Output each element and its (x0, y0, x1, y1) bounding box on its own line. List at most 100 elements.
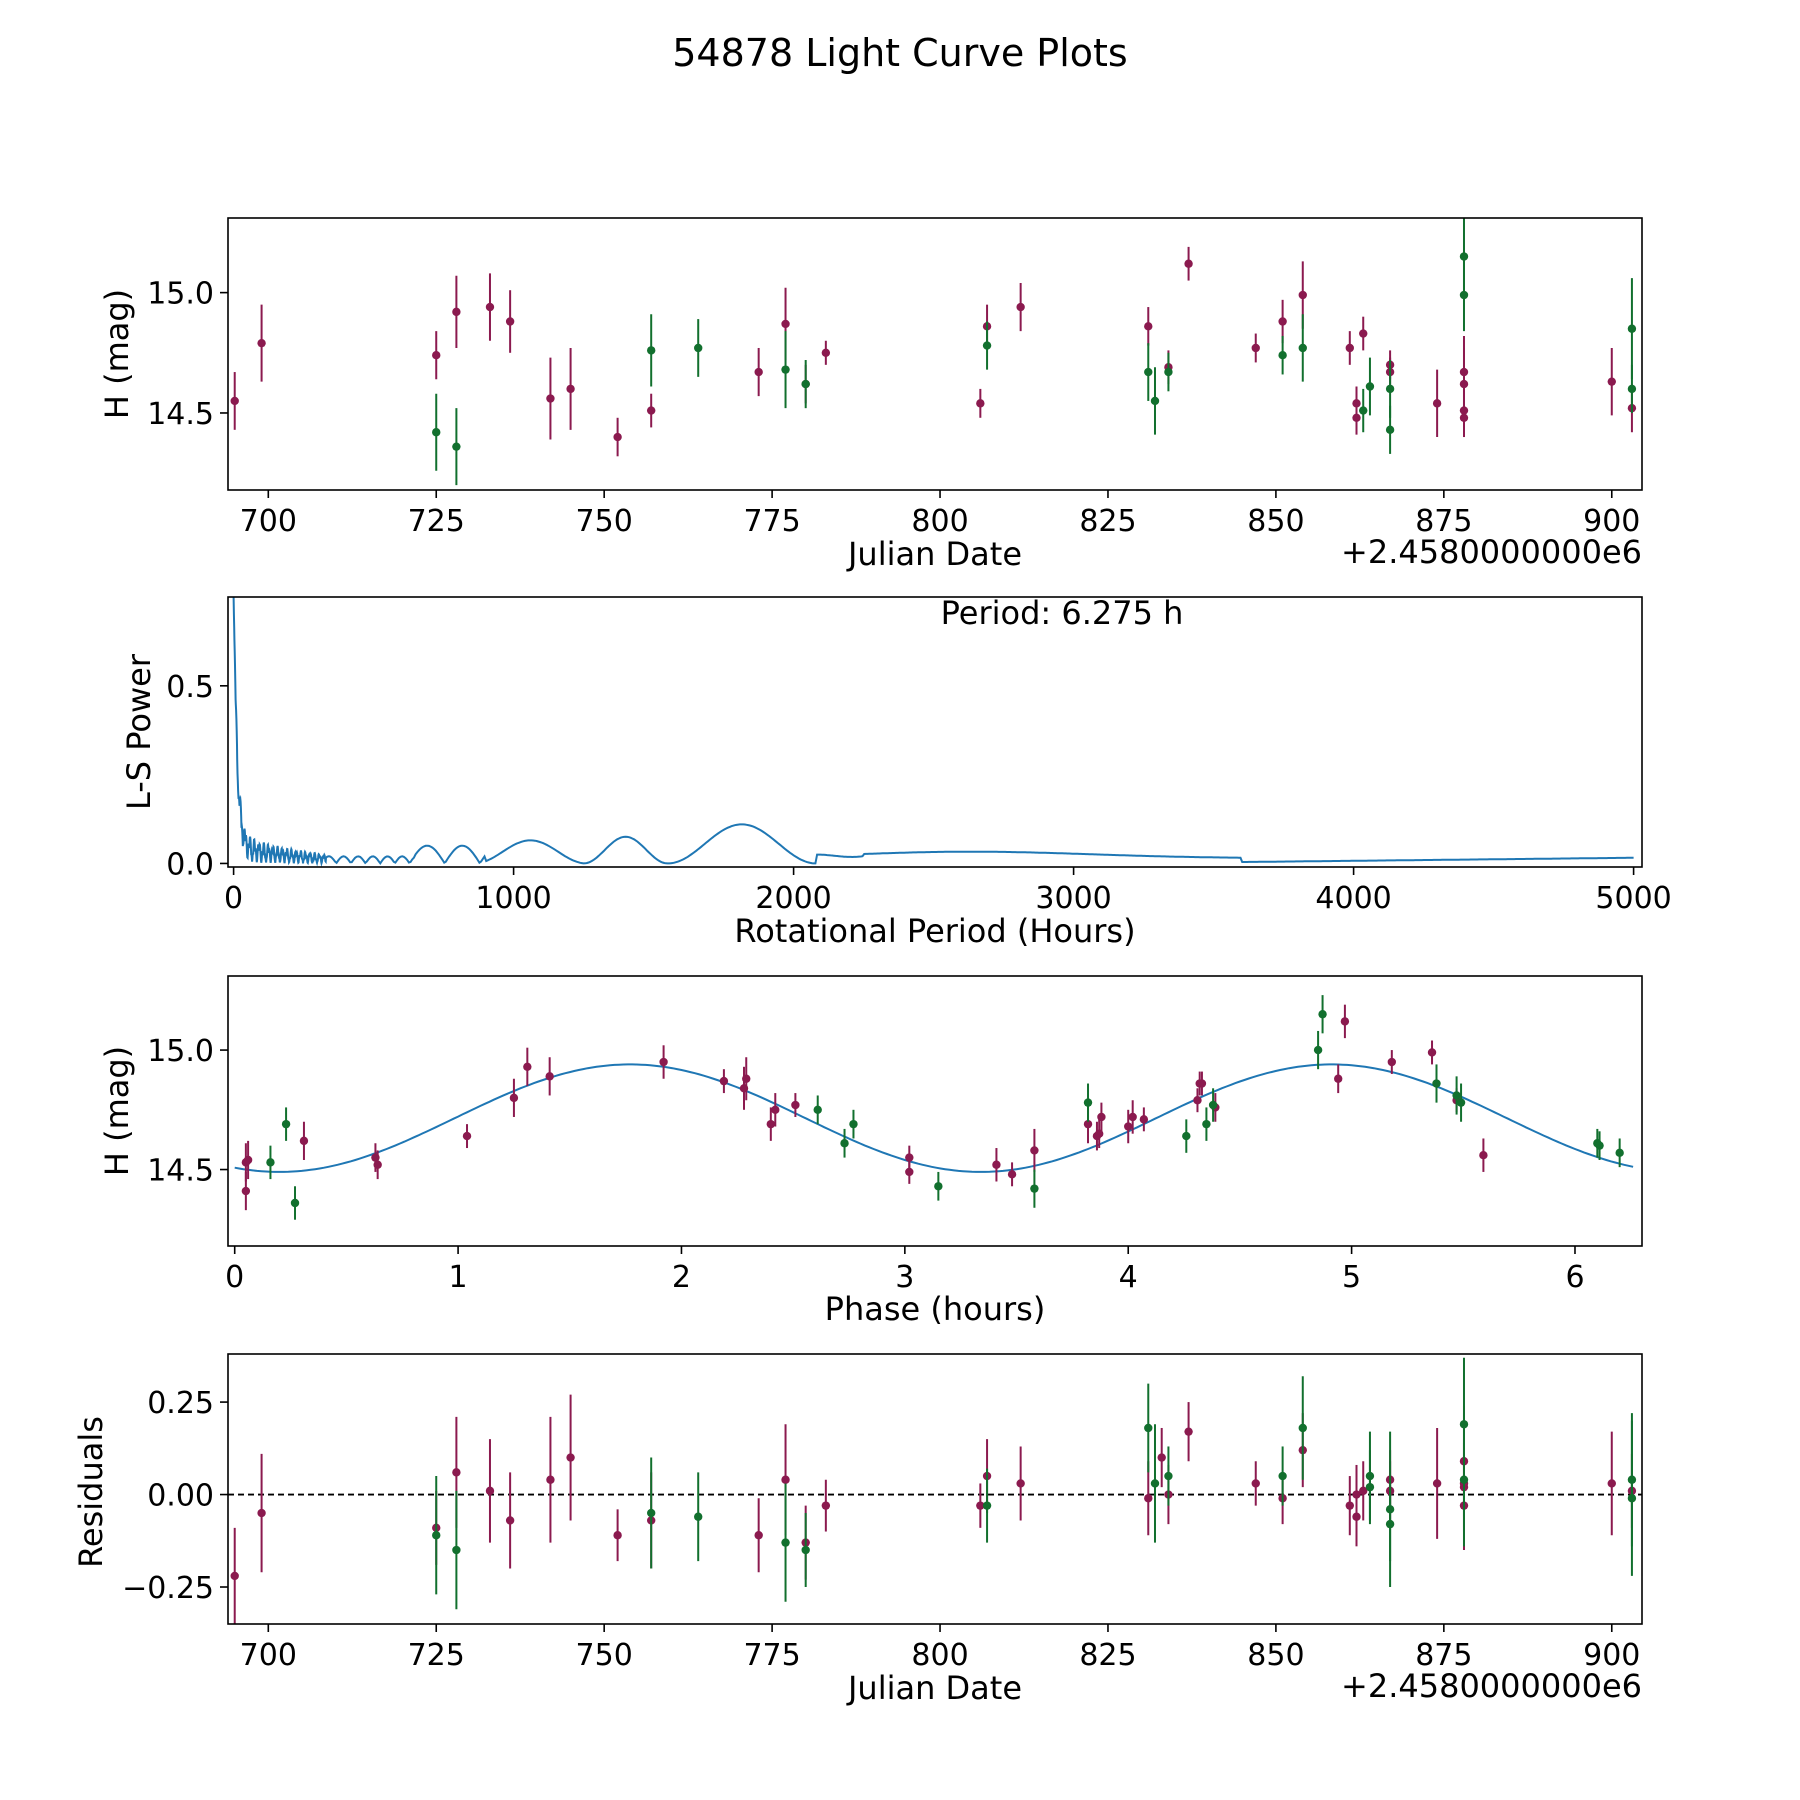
residuals-y-label: Residuals (72, 1416, 110, 1568)
band-b-data-point (1298, 343, 1307, 353)
phase-x-label: Phase (hours) (825, 1290, 1046, 1328)
periodogram-frame (227, 596, 1643, 868)
periodogram-x-tick-label: 3000 (1035, 881, 1111, 916)
band-b-data-point (840, 1139, 849, 1148)
band-b-data-point (432, 428, 441, 437)
band-a-data-point (754, 367, 763, 377)
band-a-data-point (1124, 1122, 1133, 1131)
band-b-data-point (1313, 1045, 1323, 1055)
band-a-data-point (452, 307, 461, 317)
band-a-data-point (1016, 1479, 1025, 1488)
band-a-data-point (566, 384, 575, 394)
band-a-data-point (992, 1160, 1001, 1169)
band-a-data-point (781, 319, 790, 329)
fit-model-line (234, 1063, 1634, 1173)
phase-y-label: H (mag) (98, 1046, 136, 1176)
band-b-data-point (982, 1501, 992, 1510)
residuals-frame (227, 1353, 1643, 1625)
band-a-data-point (452, 1468, 461, 1477)
band-a-data-point (545, 1072, 554, 1081)
residuals-y-tick-label: 0.00 (147, 1479, 214, 1514)
band-a-data-point (1016, 302, 1025, 312)
band-b-data-point (1164, 367, 1173, 377)
band-a-data-point (1607, 377, 1616, 386)
band-b-data-point (1365, 1482, 1375, 1492)
light-curve-x-tick-label: 775 (743, 504, 800, 539)
band-a-data-point (1345, 343, 1354, 353)
band-a-data-point (781, 1475, 790, 1484)
light-curve-y-tick-label: 14.5 (147, 397, 214, 432)
band-a-data-point (1128, 1112, 1137, 1122)
periodogram-x-tick-label: 5000 (1595, 881, 1671, 916)
band-b-data-point (1150, 1479, 1160, 1488)
band-b-data-point (1627, 324, 1637, 333)
band-a-data-point (659, 1057, 668, 1067)
light-curve-x-label: Julian Date (846, 535, 1022, 573)
band-a-data-point (1345, 1501, 1354, 1510)
light-curve-y-tick-label: 15.0 (147, 277, 214, 312)
phase-folded-frame (227, 975, 1643, 1247)
residuals-x-tick-label: 825 (1079, 1638, 1136, 1673)
band-a-data-point (1607, 1479, 1616, 1488)
residuals-y-tick-label: 0.25 (147, 1386, 214, 1421)
band-b-data-point (1278, 1471, 1287, 1481)
band-b-data-point (452, 1545, 461, 1555)
band-b-data-point (1459, 1475, 1469, 1484)
light-curve-data (230, 218, 1637, 486)
band-a-data-point (1278, 317, 1287, 326)
band-a-data-point (976, 399, 985, 408)
residuals-x-tick-label: 775 (743, 1638, 800, 1673)
band-a-data-point (230, 396, 239, 406)
band-a-data-point (905, 1153, 914, 1162)
residuals-y-tick-label: −0.25 (122, 1571, 214, 1606)
phase-folded-x-tick-label: 1 (449, 1260, 468, 1295)
periodogram-x-tick-label: 2000 (755, 881, 831, 916)
band-a-data-point (1387, 1057, 1397, 1067)
band-b-data-point (1202, 1119, 1211, 1129)
band-b-data-point (1385, 1519, 1395, 1529)
band-a-data-point (462, 1131, 472, 1141)
band-b-data-point (1182, 1131, 1191, 1141)
light-curve-x-tick-label: 725 (408, 504, 465, 539)
band-a-data-point (1144, 1494, 1153, 1503)
band-a-data-point (566, 1453, 575, 1462)
periodogram-plot: Rotational Period (Hours) L-S Power Peri… (120, 594, 1672, 950)
band-a-data-point (1097, 1112, 1106, 1122)
band-b-data-point (646, 346, 656, 355)
band-b-data-point (452, 442, 461, 451)
band-a-data-point (1251, 1479, 1260, 1488)
band-b-data-point (1144, 367, 1153, 377)
phase-folded-data (234, 995, 1634, 1220)
band-a-data-point (505, 1516, 515, 1525)
band-a-data-point (1298, 290, 1307, 300)
band-b-data-point (1365, 382, 1375, 391)
light-curve-x-tick-label: 875 (1415, 504, 1472, 539)
phase-folded-y-tick-label: 15.0 (147, 1034, 214, 1069)
band-a-data-point (523, 1062, 532, 1071)
band-b-data-point (1150, 396, 1160, 406)
band-a-data-point (791, 1100, 800, 1110)
band-b-data-point (1456, 1098, 1466, 1107)
band-b-data-point (266, 1158, 275, 1167)
band-a-data-point (1184, 1427, 1193, 1436)
band-b-data-point (781, 1538, 790, 1547)
band-a-data-point (1427, 1048, 1437, 1057)
band-b-data-point (1144, 1423, 1153, 1433)
band-a-data-point (1094, 1129, 1104, 1138)
band-a-data-point (1193, 1096, 1202, 1105)
periodogram-x-tick-label: 1000 (475, 881, 551, 916)
band-b-data-point (432, 1531, 441, 1540)
periodogram-x-tick-label: 0 (224, 881, 243, 916)
band-a-data-point (1197, 1079, 1207, 1088)
band-b-data-point (1278, 351, 1287, 360)
band-b-data-point (1318, 1010, 1327, 1019)
light-curve-y-label: H (mag) (98, 289, 136, 419)
band-b-data-point (781, 365, 790, 374)
band-a-data-point (230, 1571, 239, 1581)
light-curve-x-tick-label: 750 (576, 504, 633, 539)
residuals-x-tick-label: 800 (911, 1638, 968, 1673)
periodogram-data (232, 597, 1634, 867)
band-a-data-point (485, 302, 495, 312)
band-a-data-point (1352, 413, 1361, 422)
band-a-data-point (509, 1093, 519, 1103)
